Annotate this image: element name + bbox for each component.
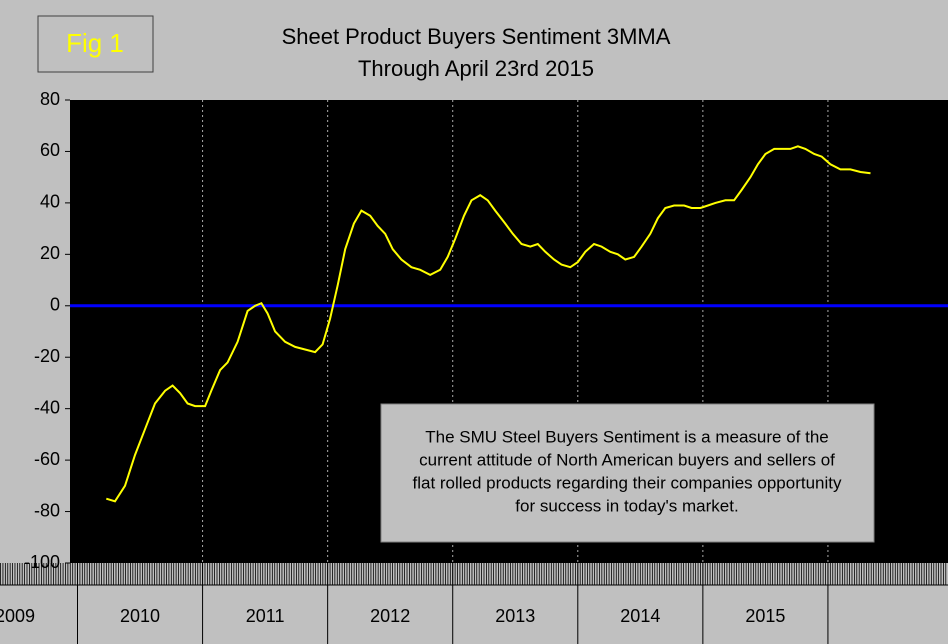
x-tick-label: 2014: [620, 606, 660, 626]
y-tick-label: 40: [40, 192, 60, 212]
data-line: [106, 145, 871, 503]
x-tick-label: 2015: [745, 606, 785, 626]
annotation-text: current attitude of North American buyer…: [419, 450, 835, 469]
y-tick-label: 20: [40, 243, 60, 263]
x-tick-label: 2012: [370, 606, 410, 626]
annotation-text: The SMU Steel Buyers Sentiment is a meas…: [425, 427, 828, 446]
figure-label: Fig 1: [66, 28, 124, 58]
chart-subtitle: Through April 23rd 2015: [358, 56, 594, 81]
x-tick-label: 2010: [120, 606, 160, 626]
y-tick-label: 0: [50, 295, 60, 315]
y-tick-label: -20: [34, 346, 60, 366]
annotation-text: for success in today's market.: [515, 496, 738, 515]
y-tick-label: -80: [34, 500, 60, 520]
y-tick-label: -60: [34, 449, 60, 469]
figure-label-box: [37, 15, 154, 73]
x-tick-label: 2013: [495, 606, 535, 626]
annotation-text: flat rolled products regarding their com…: [412, 473, 842, 492]
y-tick-label: -40: [34, 397, 60, 417]
x-tick-label: 2011: [246, 606, 285, 626]
x-tick-label: 2009: [0, 606, 35, 626]
chart-title: Sheet Product Buyers Sentiment 3MMA: [282, 24, 671, 49]
y-tick-label: 60: [40, 140, 60, 160]
annotation-box: [380, 403, 875, 543]
y-tick-label: 80: [40, 89, 60, 109]
